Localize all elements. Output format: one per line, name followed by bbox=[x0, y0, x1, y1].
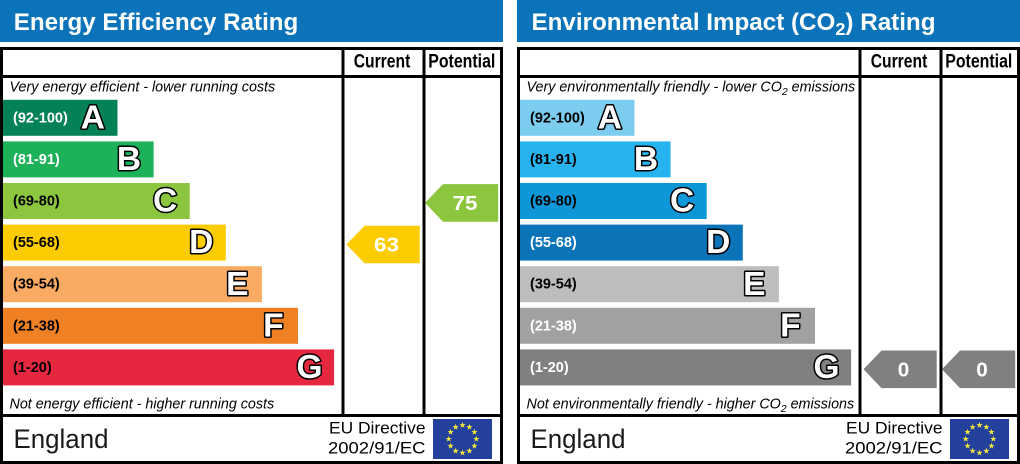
svg-text:(81-91): (81-91) bbox=[13, 151, 60, 168]
svg-text:(39-54): (39-54) bbox=[530, 276, 577, 293]
svg-text:C: C bbox=[153, 183, 177, 220]
svg-text:C: C bbox=[670, 183, 694, 220]
svg-text:2002/91/EC: 2002/91/EC bbox=[845, 440, 943, 458]
svg-text:(39-54): (39-54) bbox=[13, 276, 60, 293]
svg-text:Very environmentally friendly: Very environmentally friendly - lower CO… bbox=[527, 80, 856, 99]
svg-text:(55-68): (55-68) bbox=[530, 234, 577, 251]
svg-text:(1-20): (1-20) bbox=[530, 359, 569, 376]
svg-text:England: England bbox=[14, 424, 109, 454]
svg-text:Very energy efficient - lower: Very energy efficient - lower running co… bbox=[10, 80, 276, 96]
svg-text:Environmental Impact (CO2) Rat: Environmental Impact (CO 2) Rating bbox=[532, 10, 936, 39]
svg-text:63: 63 bbox=[374, 235, 399, 257]
svg-text:0: 0 bbox=[898, 360, 910, 382]
svg-text:(21-38): (21-38) bbox=[530, 317, 577, 334]
svg-text:A: A bbox=[598, 99, 622, 136]
svg-text:Current: Current bbox=[871, 52, 928, 73]
svg-text:G: G bbox=[296, 349, 322, 386]
svg-text:Potential: Potential bbox=[428, 52, 495, 73]
svg-text:B: B bbox=[634, 141, 658, 178]
svg-text:F: F bbox=[263, 307, 283, 344]
svg-text:(92-100): (92-100) bbox=[13, 109, 68, 126]
svg-text:75: 75 bbox=[453, 193, 478, 215]
svg-text:(81-91): (81-91) bbox=[530, 151, 577, 168]
svg-text:E: E bbox=[226, 266, 248, 303]
svg-text:E: E bbox=[743, 266, 765, 303]
svg-text:(69-80): (69-80) bbox=[13, 193, 60, 210]
svg-text:G: G bbox=[813, 349, 839, 386]
svg-text:(69-80): (69-80) bbox=[530, 193, 577, 210]
svg-text:Potential: Potential bbox=[945, 52, 1012, 73]
svg-text:F: F bbox=[780, 307, 800, 344]
svg-text:(1-20): (1-20) bbox=[13, 359, 52, 376]
svg-text:(21-38): (21-38) bbox=[13, 317, 60, 334]
svg-text:Not environmentally friendly -: Not environmentally friendly - higher CO… bbox=[527, 397, 855, 416]
svg-text:EU Directive: EU Directive bbox=[846, 419, 943, 437]
svg-text:(92-100): (92-100) bbox=[530, 109, 585, 126]
svg-text:B: B bbox=[117, 141, 141, 178]
svg-text:England: England bbox=[531, 424, 626, 454]
svg-text:Current: Current bbox=[354, 52, 411, 73]
svg-text:D: D bbox=[189, 224, 213, 261]
svg-text:A: A bbox=[81, 99, 105, 136]
svg-text:Not energy efficient - higher: Not energy efficient - higher running co… bbox=[10, 397, 275, 413]
svg-text:EU Directive: EU Directive bbox=[329, 419, 426, 437]
svg-text:D: D bbox=[706, 224, 730, 261]
svg-text:Energy Efficiency Rating: Energy Efficiency Rating bbox=[14, 10, 299, 36]
svg-text:2002/91/EC: 2002/91/EC bbox=[328, 440, 426, 458]
svg-text:0: 0 bbox=[976, 360, 988, 382]
svg-text:(55-68): (55-68) bbox=[13, 234, 60, 251]
